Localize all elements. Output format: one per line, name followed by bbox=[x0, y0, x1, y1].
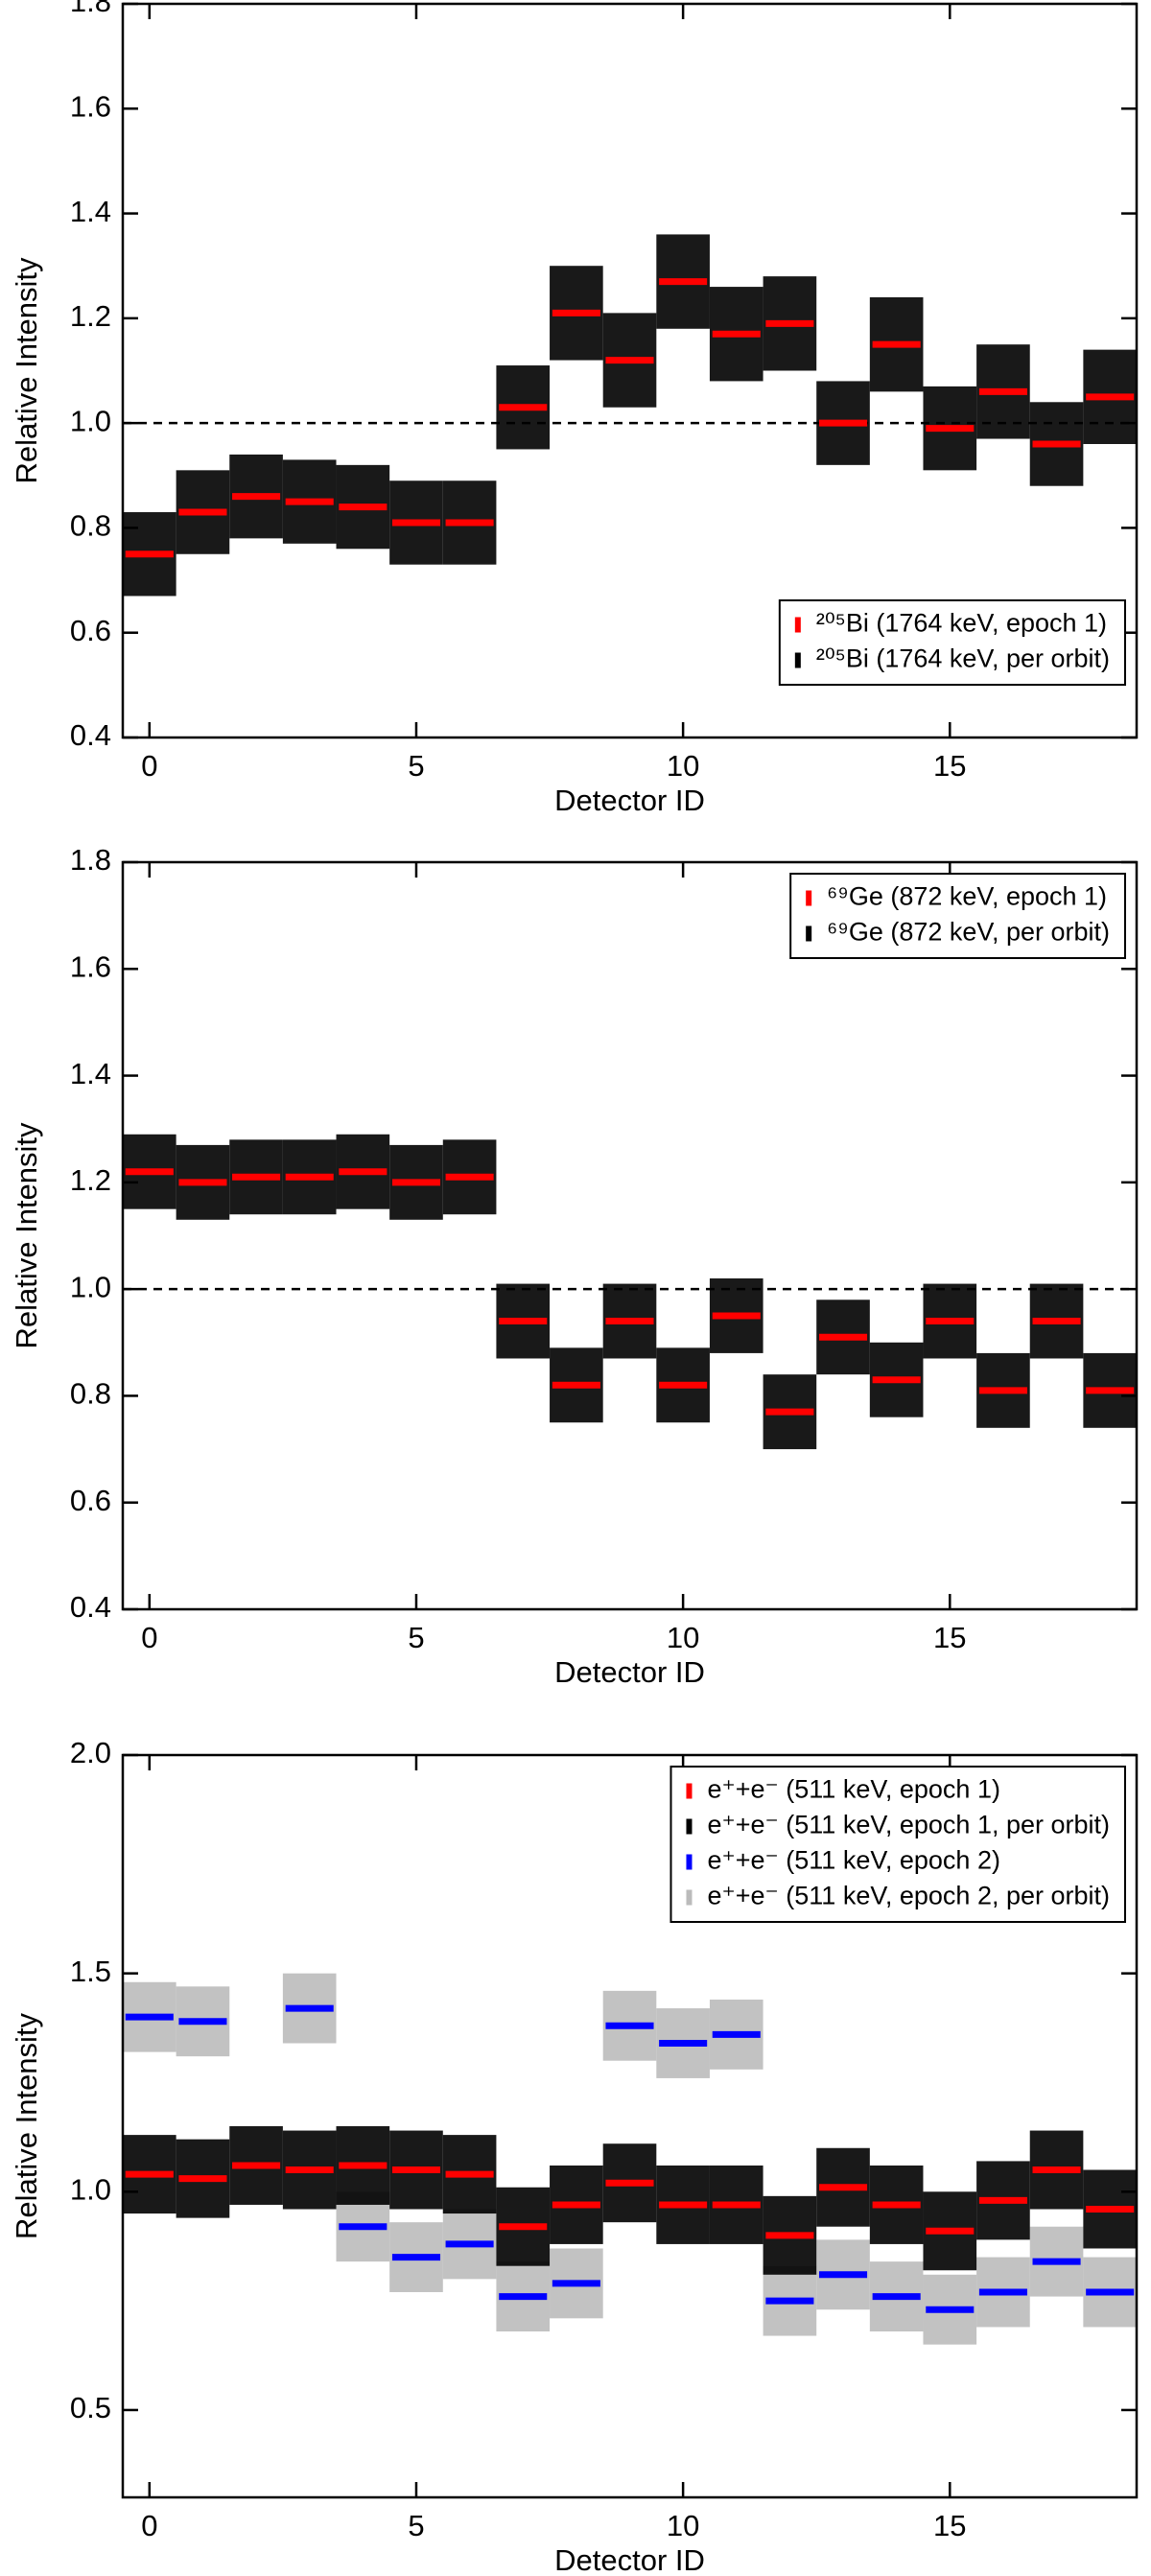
y-tick-label: 0.5 bbox=[70, 2391, 111, 2424]
y-tick-label: 1.0 bbox=[70, 2172, 111, 2206]
x-tick-label: 0 bbox=[141, 1621, 157, 1654]
y-tick-label: 0.4 bbox=[70, 1590, 111, 1624]
x-tick-label: 5 bbox=[408, 2509, 424, 2542]
legend-label: ²⁰⁵Bi (1764 keV, per orbit) bbox=[816, 644, 1110, 673]
legend-swatch bbox=[686, 1854, 693, 1870]
y-tick-label: 1.0 bbox=[70, 404, 111, 437]
legend-label: e⁺+e⁻ (511 keV, epoch 1, per orbit) bbox=[707, 1811, 1110, 1839]
legend-swatch bbox=[806, 890, 812, 906]
legend: ⁶⁹Ge (872 keV, epoch 1) ⁶⁹Ge (872 keV, pe… bbox=[789, 873, 1126, 959]
x-tick-label: 15 bbox=[933, 749, 966, 783]
y-tick-label: 1.6 bbox=[70, 89, 111, 123]
panel: 0.5 1.0 1.5 2.0 0 5 10 15 Detector ID Relative In… bbox=[10, 1736, 1139, 2576]
y-tick-label: 0.8 bbox=[70, 1377, 111, 1411]
legend-label: e⁺+e⁻ (511 keV, epoch 2) bbox=[707, 1846, 999, 1875]
x-tick-label: 10 bbox=[667, 1621, 699, 1654]
y-tick-label: 1.4 bbox=[70, 1057, 111, 1090]
y-tick-label: 0.8 bbox=[70, 509, 111, 543]
y-tick-label: 2.0 bbox=[70, 1736, 111, 1769]
legend-swatch bbox=[794, 652, 801, 668]
y-tick-label: 0.4 bbox=[70, 718, 111, 752]
y-tick-label: 1.8 bbox=[70, 843, 111, 877]
y-axis-label: Relative Intensity bbox=[10, 257, 43, 484]
y-tick-label: 1.5 bbox=[70, 1955, 111, 1988]
y-axis-label: Relative Intensity bbox=[10, 2012, 43, 2239]
x-tick-label: 5 bbox=[408, 749, 424, 783]
legend-label: e⁺+e⁻ (511 keV, epoch 2, per orbit) bbox=[707, 1882, 1110, 1910]
x-tick-label: 5 bbox=[408, 1621, 424, 1654]
x-axis-label: Detector ID bbox=[554, 1655, 705, 1689]
x-axis-label: Detector ID bbox=[554, 784, 705, 817]
legend-box bbox=[778, 599, 1126, 686]
legend-swatch bbox=[794, 617, 801, 633]
plot-frame bbox=[121, 2, 1139, 739]
y-tick-label: 1.8 bbox=[70, 0, 111, 18]
y-tick-label: 1.4 bbox=[70, 195, 111, 228]
legend-swatch bbox=[686, 1818, 693, 1835]
x-tick-label: 10 bbox=[667, 2509, 699, 2542]
plot-frame bbox=[121, 1753, 1139, 2499]
y-tick-label: 1.2 bbox=[70, 299, 111, 333]
x-axis-label: Detector ID bbox=[554, 2543, 705, 2576]
x-tick-label: 10 bbox=[667, 749, 699, 783]
y-tick-label: 1.2 bbox=[70, 1163, 111, 1197]
x-tick-label: 15 bbox=[933, 1621, 966, 1654]
x-tick-label: 15 bbox=[933, 2509, 966, 2542]
y-tick-label: 0.6 bbox=[70, 1484, 111, 1517]
legend-label: e⁺+e⁻ (511 keV, epoch 1) bbox=[707, 1775, 999, 1804]
y-axis-label: Relative Intensity bbox=[10, 1122, 43, 1349]
legend-label: ²⁰⁵Bi (1764 keV, epoch 1) bbox=[816, 609, 1107, 638]
legend-label: ⁶⁹Ge (872 keV, per orbit) bbox=[827, 918, 1110, 947]
x-tick-label: 0 bbox=[141, 749, 157, 783]
x-tick-label: 0 bbox=[141, 2509, 157, 2542]
legend: ²⁰⁵Bi (1764 keV, epoch 1) ²⁰⁵Bi (1764 keV… bbox=[778, 599, 1126, 686]
y-tick-label: 0.6 bbox=[70, 614, 111, 647]
legend-swatch bbox=[686, 1783, 693, 1799]
plot-frame bbox=[121, 860, 1139, 1611]
legend-swatch bbox=[686, 1889, 693, 1906]
panel: 0.4 0.6 0.8 1.0 1.2 1.4 1.6 1.8 0 5 10 15 Detector I… bbox=[10, 0, 1139, 817]
legend-label: ⁶⁹Ge (872 keV, epoch 1) bbox=[827, 882, 1107, 911]
legend: e⁺+e⁻ (511 keV, epoch 1) e⁺+e⁻ (511 keV, … bbox=[669, 1766, 1126, 1923]
legend-box bbox=[789, 873, 1126, 959]
legend-box bbox=[669, 1766, 1126, 1923]
y-tick-label: 1.0 bbox=[70, 1270, 111, 1303]
legend-swatch bbox=[806, 925, 812, 942]
panel: 0.4 0.6 0.8 1.0 1.2 1.4 1.6 1.8 0 5 10 15 Detector I… bbox=[10, 843, 1139, 1689]
y-tick-label: 1.6 bbox=[70, 949, 111, 983]
